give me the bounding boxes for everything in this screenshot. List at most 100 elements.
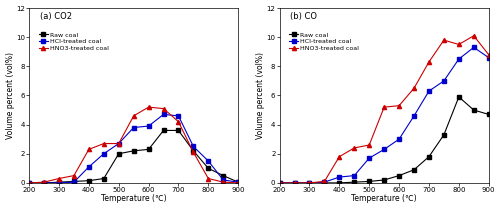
Raw coal: [292, 182, 298, 184]
HNO3-treated coal: [396, 104, 402, 107]
HNO3-treated coal: [471, 34, 477, 37]
HNO3-treated coal: [175, 120, 181, 123]
HNO3-treated coal: [235, 182, 241, 184]
HCl-treated coal: [277, 182, 283, 184]
HNO3-treated coal: [456, 43, 462, 46]
X-axis label: Temperature (℃): Temperature (℃): [101, 194, 166, 203]
HNO3-treated coal: [71, 174, 77, 177]
Raw coal: [381, 179, 387, 181]
Raw coal: [101, 177, 107, 180]
Raw coal: [220, 174, 226, 177]
HNO3-treated coal: [101, 142, 107, 145]
HCl-treated coal: [235, 181, 241, 184]
HNO3-treated coal: [131, 115, 137, 117]
Raw coal: [411, 168, 417, 171]
HNO3-treated coal: [220, 181, 226, 184]
HCl-treated coal: [160, 113, 166, 116]
Text: (a) CO2: (a) CO2: [40, 11, 72, 20]
HNO3-treated coal: [205, 177, 211, 180]
Raw coal: [336, 182, 342, 184]
HCl-treated coal: [41, 182, 47, 184]
Raw coal: [471, 109, 477, 111]
HCl-treated coal: [307, 182, 313, 184]
Y-axis label: Volume percent (vol%): Volume percent (vol%): [256, 52, 265, 139]
HCl-treated coal: [71, 181, 77, 184]
Raw coal: [351, 181, 357, 184]
HCl-treated coal: [205, 160, 211, 162]
HNO3-treated coal: [322, 180, 328, 183]
Line: Raw coal: Raw coal: [278, 95, 491, 185]
Raw coal: [190, 150, 196, 152]
HNO3-treated coal: [160, 107, 166, 110]
Raw coal: [160, 129, 166, 132]
HNO3-treated coal: [485, 54, 491, 56]
HNO3-treated coal: [26, 182, 32, 184]
HCl-treated coal: [485, 56, 491, 59]
Raw coal: [441, 134, 447, 136]
Legend: Raw coal, HCl-treated coal, HNO3-treated coal: Raw coal, HCl-treated coal, HNO3-treated…: [289, 32, 359, 51]
Line: HNO3-treated coal: HNO3-treated coal: [27, 105, 240, 185]
Raw coal: [146, 148, 152, 151]
HCl-treated coal: [322, 181, 328, 184]
HCl-treated coal: [86, 166, 92, 168]
Line: Raw coal: Raw coal: [27, 128, 240, 185]
HNO3-treated coal: [381, 106, 387, 108]
HNO3-treated coal: [441, 39, 447, 41]
HNO3-treated coal: [146, 106, 152, 108]
Raw coal: [131, 150, 137, 152]
HNO3-treated coal: [86, 148, 92, 151]
Raw coal: [366, 180, 372, 183]
Raw coal: [86, 180, 92, 182]
Raw coal: [56, 181, 62, 184]
HCl-treated coal: [175, 115, 181, 117]
Legend: Raw coal, HCl-treated coal, HNO3-treated coal: Raw coal, HCl-treated coal, HNO3-treated…: [39, 32, 109, 51]
HNO3-treated coal: [351, 147, 357, 149]
HCl-treated coal: [116, 142, 122, 145]
HNO3-treated coal: [277, 182, 283, 184]
Raw coal: [322, 182, 328, 184]
HNO3-treated coal: [307, 182, 313, 184]
HCl-treated coal: [336, 176, 342, 178]
HCl-treated coal: [381, 148, 387, 151]
HCl-treated coal: [426, 90, 432, 92]
HCl-treated coal: [56, 182, 62, 184]
Raw coal: [205, 167, 211, 169]
Raw coal: [26, 182, 32, 184]
Line: HNO3-treated coal: HNO3-treated coal: [278, 34, 491, 185]
HCl-treated coal: [131, 126, 137, 129]
Raw coal: [277, 182, 283, 184]
HNO3-treated coal: [292, 182, 298, 184]
Line: HCl-treated coal: HCl-treated coal: [27, 112, 240, 185]
HCl-treated coal: [396, 138, 402, 140]
Raw coal: [396, 174, 402, 177]
Raw coal: [175, 129, 181, 132]
HCl-treated coal: [101, 153, 107, 155]
HNO3-treated coal: [336, 155, 342, 158]
HCl-treated coal: [351, 174, 357, 177]
HCl-treated coal: [220, 179, 226, 181]
Raw coal: [235, 181, 241, 184]
HCl-treated coal: [471, 46, 477, 49]
Raw coal: [426, 155, 432, 158]
Y-axis label: Volume percent (vol%): Volume percent (vol%): [6, 52, 15, 139]
Text: (b) CO: (b) CO: [290, 11, 317, 20]
Raw coal: [41, 182, 47, 184]
HCl-treated coal: [411, 115, 417, 117]
X-axis label: Temperature (℃): Temperature (℃): [351, 194, 417, 203]
HNO3-treated coal: [366, 144, 372, 146]
Raw coal: [116, 153, 122, 155]
Raw coal: [307, 182, 313, 184]
HCl-treated coal: [146, 125, 152, 127]
HNO3-treated coal: [41, 181, 47, 184]
HNO3-treated coal: [56, 177, 62, 180]
HNO3-treated coal: [190, 151, 196, 154]
HCl-treated coal: [190, 145, 196, 148]
Line: HCl-treated coal: HCl-treated coal: [278, 45, 491, 185]
HNO3-treated coal: [116, 142, 122, 145]
Raw coal: [485, 113, 491, 116]
HCl-treated coal: [26, 182, 32, 184]
HNO3-treated coal: [426, 61, 432, 63]
Raw coal: [456, 96, 462, 98]
HCl-treated coal: [366, 157, 372, 159]
Raw coal: [71, 180, 77, 183]
